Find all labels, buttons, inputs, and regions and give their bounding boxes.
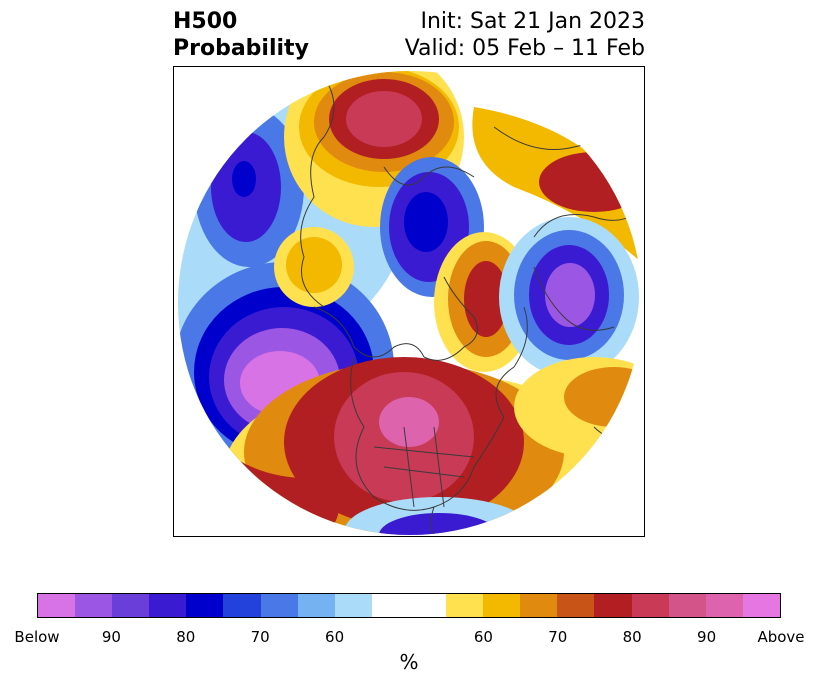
colorbar-segment — [483, 594, 521, 617]
probability-field — [178, 71, 642, 535]
colorbar-segment — [112, 594, 150, 617]
title-type: Probability — [173, 36, 309, 61]
colorbar-tick-label: 60 — [473, 628, 493, 646]
colorbar-segment — [705, 594, 743, 617]
valid-range: Valid: 05 Feb – 11 Feb — [404, 36, 645, 61]
colorbar-segment — [186, 594, 224, 617]
colorbar-segment — [38, 594, 76, 617]
colorbar-segment — [631, 594, 669, 617]
polar-projection-map — [178, 71, 642, 535]
subtropical-below-70 — [379, 513, 499, 535]
colorbar-tick-label: 70 — [250, 628, 270, 646]
colorbar-tick-label: Below — [14, 628, 60, 646]
colorbar-segment — [223, 594, 261, 617]
siberia-above-90 — [346, 91, 422, 147]
wpac-below-80 — [232, 161, 256, 197]
date-info: Init: Sat 21 Jan 2023 Valid: 05 Feb – 11… — [405, 8, 645, 62]
scandinavia-below-90 — [545, 263, 595, 327]
init-date: Init: Sat 21 Jan 2023 — [420, 9, 645, 34]
colorbar-tick-label: 80 — [622, 628, 642, 646]
probability-map — [173, 66, 645, 537]
colorbar-segment — [668, 594, 706, 617]
colorbar-segment — [594, 594, 632, 617]
colorbar-unit: % — [399, 650, 419, 674]
colorbar-tick-label: 70 — [548, 628, 568, 646]
colorbar-tick-label: 80 — [176, 628, 196, 646]
colorbar-segment — [334, 594, 372, 617]
colorbar-tick-label: 60 — [325, 628, 345, 646]
colorbar-segment — [149, 594, 187, 617]
colorbar-segment — [297, 594, 335, 617]
colorbar-segment — [446, 594, 484, 617]
chart-title: H500 Probability — [173, 8, 309, 62]
colorbar-tick-label: Above — [757, 628, 805, 646]
title-variable: H500 — [173, 9, 238, 34]
colorbar-segment — [520, 594, 558, 617]
coastlines — [300, 76, 642, 535]
colorbar-segment — [371, 594, 447, 617]
colorbar-segment — [75, 594, 113, 617]
colorbar-tick-label: 90 — [101, 628, 121, 646]
europe-above-80 — [539, 152, 642, 212]
colorbar-segment — [742, 594, 780, 617]
colorbar — [37, 593, 781, 618]
colorbar-segment — [557, 594, 595, 617]
colorbar-tick-label: 90 — [697, 628, 717, 646]
colorbar-segment — [260, 594, 298, 617]
arctic-below-80 — [404, 192, 448, 252]
eurasia-above-70 — [286, 237, 342, 293]
namerica-above-max — [379, 397, 439, 447]
